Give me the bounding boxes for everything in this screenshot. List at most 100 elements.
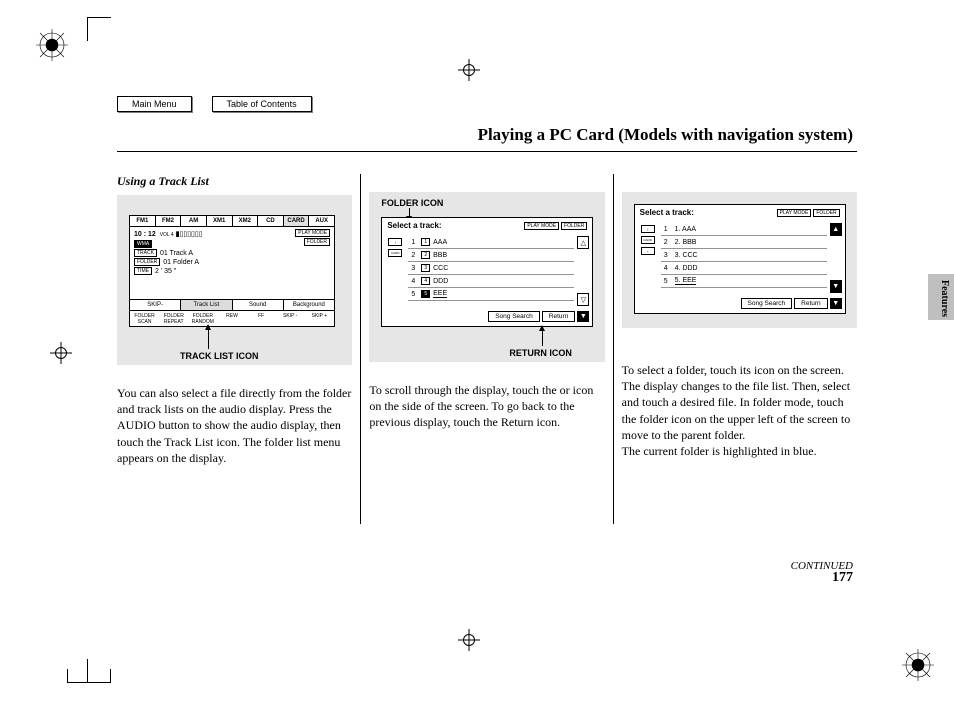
- tab-am[interactable]: AM: [181, 216, 207, 226]
- scroll-up-button-b[interactable]: ▲: [830, 223, 842, 236]
- card-icon-b: CARD: [641, 236, 655, 244]
- subheading-using-track-list: Using a Track List: [117, 174, 352, 189]
- crosshair-left: [50, 342, 72, 364]
- crop-slab-bl: [67, 669, 111, 683]
- track-row[interactable]: 33. CCC: [661, 249, 827, 262]
- time-value: 2 ' 35 ": [155, 268, 176, 275]
- panel-a-title: Select a track:: [387, 221, 441, 230]
- tab-xm2[interactable]: XM2: [233, 216, 259, 226]
- column-3: Select a track: PLAY MODE FOLDER ↑ CARD …: [622, 174, 857, 524]
- track-row[interactable]: 22BBB: [408, 249, 574, 262]
- track-row[interactable]: 11AAA: [408, 236, 574, 249]
- track-row[interactable]: 11. AAA: [661, 223, 827, 236]
- arrow-to-return: [542, 330, 543, 346]
- foot-rew[interactable]: REW: [217, 312, 246, 326]
- registration-burst-br: [902, 649, 934, 681]
- crosshair-bottom: [458, 629, 480, 651]
- page-number: 177: [117, 570, 857, 586]
- screenshot-1: FM1 FM2 AM XM1 XM2 CD CARD AUX 10 : 12 V…: [117, 195, 352, 365]
- parent-folder-icon[interactable]: ↑: [388, 238, 402, 246]
- track-row[interactable]: 33CCC: [408, 262, 574, 275]
- folder-badge[interactable]: FOLDER: [304, 238, 330, 246]
- col1-body: You can also select a file directly from…: [117, 385, 352, 466]
- source-tabs: FM1 FM2 AM XM1 XM2 CD CARD AUX: [130, 216, 334, 227]
- folder-value: 01 Folder A: [163, 259, 199, 266]
- panel-b-play-mode[interactable]: PLAY MODE: [777, 209, 812, 217]
- track-row[interactable]: 22. BBB: [661, 236, 827, 249]
- scroll-track: [577, 249, 589, 293]
- scroll-down-button-b[interactable]: ▼: [830, 280, 842, 293]
- song-search-button[interactable]: Song Search: [488, 311, 540, 322]
- page-content: Playing a PC Card (Models with navigatio…: [117, 125, 857, 586]
- scroll-down-button[interactable]: ▽: [577, 293, 589, 306]
- panel-b-folder[interactable]: FOLDER: [813, 209, 839, 217]
- track-row[interactable]: 44. DDD: [661, 262, 827, 275]
- tab-fm1[interactable]: FM1: [130, 216, 156, 226]
- main-menu-button[interactable]: Main Menu: [117, 96, 192, 112]
- features-side-tab-label: Features: [939, 280, 950, 317]
- column-2: FOLDER ICON Select a track: PLAY MODE FO…: [369, 174, 604, 524]
- wma-tag: WMA: [134, 240, 152, 248]
- col3-body-a: To select a folder, touch its icon on th…: [622, 362, 857, 443]
- toc-button[interactable]: Table of Contents: [212, 96, 312, 112]
- content-columns: Using a Track List FM1 FM2 AM XM1 XM2 CD…: [117, 174, 857, 524]
- arrow-to-folder-icon: [409, 208, 410, 217]
- col2-body: To scroll through the display, touch the…: [369, 382, 604, 431]
- track-tag: TRACK: [134, 249, 157, 257]
- screenshot-2: FOLDER ICON Select a track: PLAY MODE FO…: [369, 192, 604, 362]
- registration-burst-tl: [36, 29, 68, 61]
- foot-folder-random[interactable]: FOLDER RANDOM: [188, 312, 217, 326]
- track-row[interactable]: 44DDD: [408, 275, 574, 288]
- folder-tag: FOLDER: [134, 258, 160, 266]
- doc-nav: Main Menu Table of Contents: [117, 96, 312, 112]
- select-track-panel-b: Select a track: PLAY MODE FOLDER ↑ CARD …: [634, 204, 846, 314]
- up-level-icon-b[interactable]: ↑: [641, 247, 655, 255]
- scroll-up-button[interactable]: △: [577, 236, 589, 249]
- col3-body-b: The current folder is highlighted in blu…: [622, 443, 857, 459]
- audio-display-panel: FM1 FM2 AM XM1 XM2 CD CARD AUX 10 : 12 V…: [129, 215, 335, 327]
- panel-a-play-mode[interactable]: PLAY MODE: [524, 222, 559, 230]
- sound-button[interactable]: Sound: [233, 300, 284, 310]
- scroll-down-solid[interactable]: ▼: [577, 311, 589, 322]
- track-value: 01 Track A: [160, 250, 193, 257]
- column-divider-2: [613, 174, 614, 524]
- arrow-to-tracklist: [208, 329, 209, 349]
- parent-folder-icon-b[interactable]: ↑: [641, 225, 655, 233]
- column-1: Using a Track List FM1 FM2 AM XM1 XM2 CD…: [117, 174, 352, 524]
- track-list-button[interactable]: Track List: [181, 300, 232, 310]
- time-tag: TIME: [134, 267, 152, 275]
- folder-icon-label: FOLDER ICON: [381, 198, 443, 208]
- song-search-button-b[interactable]: Song Search: [741, 298, 793, 309]
- track-row[interactable]: 55. EEE: [661, 275, 827, 288]
- foot-folder-scan[interactable]: FOLDER SCAN: [130, 312, 159, 326]
- page-title: Playing a PC Card (Models with navigatio…: [117, 125, 857, 145]
- background-button[interactable]: Background: [284, 300, 334, 310]
- track-row[interactable]: 55EEE: [408, 288, 574, 301]
- select-track-panel-a: Select a track: PLAY MODE FOLDER ↑ CARD …: [381, 217, 593, 327]
- panel-a-folder[interactable]: FOLDER: [561, 222, 587, 230]
- card-icon: CARD: [388, 249, 402, 257]
- tab-aux[interactable]: AUX: [309, 216, 334, 226]
- track-list-icon-label: TRACK LIST ICON: [180, 351, 259, 361]
- return-button-b[interactable]: Return: [794, 298, 828, 309]
- foot-skip-back[interactable]: SKIP -: [276, 312, 305, 326]
- column-divider-1: [360, 174, 361, 524]
- skip-back-button[interactable]: SKIP-: [130, 300, 181, 310]
- panel-b-title: Select a track:: [640, 208, 694, 217]
- scroll-track-b: [830, 236, 842, 280]
- return-icon-label: RETURN ICON: [509, 348, 572, 358]
- crosshair-top: [458, 59, 480, 81]
- foot-folder-repeat[interactable]: FOLDER REPEAT: [159, 312, 188, 326]
- continued-label: CONTINUED: [791, 560, 853, 572]
- screenshot-3: Select a track: PLAY MODE FOLDER ↑ CARD …: [622, 192, 857, 328]
- title-rule: [117, 151, 857, 152]
- scroll-down-solid-b[interactable]: ▼: [830, 298, 842, 309]
- tab-cd[interactable]: CD: [258, 216, 284, 226]
- play-mode-badge[interactable]: PLAY MODE: [295, 229, 330, 237]
- tab-fm2[interactable]: FM2: [156, 216, 182, 226]
- foot-skip-fwd[interactable]: SKIP +: [305, 312, 334, 326]
- tab-xm1[interactable]: XM1: [207, 216, 233, 226]
- tab-card[interactable]: CARD: [284, 216, 310, 226]
- foot-ff[interactable]: FF: [247, 312, 276, 326]
- return-button[interactable]: Return: [542, 311, 576, 322]
